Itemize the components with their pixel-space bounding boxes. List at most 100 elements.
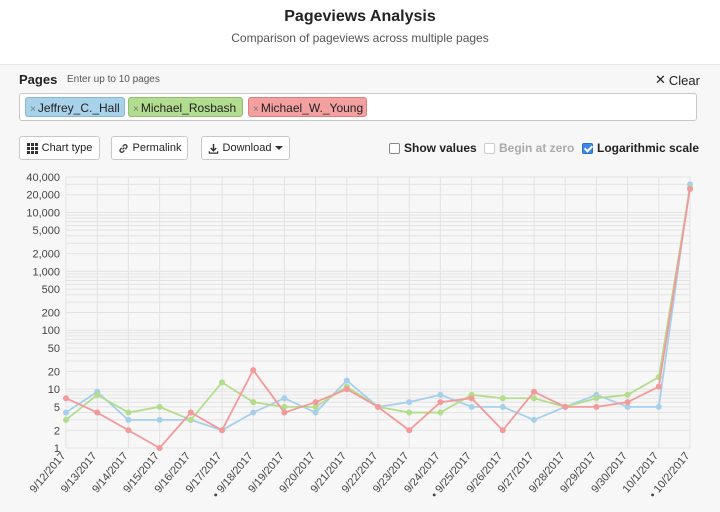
chart-type-label: Chart type [41, 142, 93, 154]
data-point [406, 427, 413, 434]
data-point [312, 399, 319, 406]
data-point [156, 445, 163, 451]
data-point [343, 386, 350, 393]
page-chip-young[interactable]: × Michael_W._Young [248, 97, 367, 117]
log-scale-toggle[interactable]: Logarithmic scale [582, 141, 699, 155]
show-values-label: Show values [404, 141, 477, 155]
data-point [219, 379, 225, 386]
page-chip-jeffrey[interactable]: × Jeffrey_C._Hall [25, 97, 125, 117]
clear-button[interactable]: ✕ Clear [655, 72, 700, 88]
data-point [281, 403, 288, 410]
data-point [499, 427, 506, 434]
data-point [187, 416, 194, 423]
y-tick-label: 10 [48, 384, 60, 396]
data-point [655, 403, 662, 410]
chart-type-button[interactable]: Chart type [19, 136, 100, 160]
data-point [219, 427, 225, 434]
chip-label: Jeffrey_C._Hall [37, 101, 120, 115]
data-point [125, 409, 132, 416]
data-point [624, 403, 631, 410]
y-tick-label: 2 [54, 425, 60, 437]
clear-label: Clear [668, 72, 700, 88]
link-icon [118, 143, 128, 153]
page-title: Pageviews Analysis [284, 8, 436, 25]
chip-label: Michael_W._Young [260, 101, 364, 115]
data-point [531, 416, 537, 423]
data-point [375, 403, 381, 410]
data-point [437, 391, 444, 398]
data-point [312, 403, 319, 410]
data-point [687, 186, 693, 193]
y-tick-label: 100 [42, 325, 60, 337]
y-tick-label: 500 [42, 284, 60, 296]
download-label: Download [222, 142, 272, 154]
data-point [624, 391, 631, 398]
data-point [468, 403, 475, 410]
pages-input[interactable]: × Jeffrey_C._Hall × Michael_Rosbash × Micha… [19, 93, 697, 121]
y-tick-label: 50 [48, 343, 60, 355]
y-tick-label: 5 [54, 402, 60, 414]
y-tick-label: 1,000 [32, 266, 60, 278]
data-point [531, 395, 537, 402]
remove-icon[interactable]: × [133, 104, 139, 115]
data-point [531, 388, 537, 395]
data-point [94, 391, 101, 398]
y-tick-label: 200 [42, 308, 60, 320]
y-tick-label: 10,000 [26, 207, 60, 219]
data-point [406, 409, 413, 416]
y-tick-label: 5,000 [32, 225, 60, 237]
data-point [156, 403, 163, 410]
y-tick-label: 1 [54, 443, 60, 455]
download-icon [208, 143, 218, 154]
data-point [250, 409, 257, 416]
data-point [281, 409, 288, 416]
download-button[interactable]: Download [201, 136, 290, 160]
permalink-button[interactable]: Permalink [111, 136, 188, 160]
data-point [187, 409, 194, 416]
data-point [406, 399, 413, 406]
grid-icon [26, 142, 38, 154]
data-point [63, 395, 69, 402]
checkbox[interactable] [389, 142, 400, 154]
data-point [125, 427, 132, 434]
data-point [437, 399, 444, 406]
data-point [156, 416, 163, 423]
page-subtitle: Comparison of pageviews across multiple … [231, 31, 489, 45]
remove-icon[interactable]: × [253, 104, 259, 115]
y-tick-label: 2,000 [32, 249, 60, 261]
close-icon: ✕ [655, 72, 666, 87]
pages-label: Pages [19, 72, 58, 87]
data-point [281, 395, 288, 402]
data-point [624, 399, 631, 406]
remove-icon[interactable]: × [30, 104, 36, 115]
data-point [499, 403, 506, 410]
y-tick-label: 20,000 [26, 190, 60, 202]
pageviews-chart: 40,000 20,000 10,000 5,000 2,000 1,000 500 200 1… [26, 172, 693, 501]
data-point [343, 377, 350, 384]
checkbox[interactable] [484, 142, 495, 154]
data-point [63, 409, 69, 416]
pages-hint: Enter up to 10 pages [67, 74, 160, 85]
data-point [655, 383, 662, 390]
data-point [593, 403, 600, 410]
data-point [94, 409, 101, 416]
caret-down-icon [275, 146, 284, 150]
log-scale-label: Logarithmic scale [597, 141, 700, 155]
data-point [562, 403, 569, 410]
data-point [593, 395, 600, 402]
show-values-toggle[interactable]: Show values [389, 141, 477, 155]
data-point [437, 409, 444, 416]
data-point [125, 416, 132, 423]
data-point [250, 367, 257, 374]
y-tick-label: 20 [48, 366, 60, 378]
data-point [63, 416, 69, 423]
data-point [250, 399, 257, 406]
data-point [499, 395, 506, 402]
begin-at-zero-toggle[interactable]: Begin at zero [484, 141, 574, 155]
begin-at-zero-label: Begin at zero [499, 141, 575, 155]
checkbox-checked[interactable] [582, 142, 593, 154]
y-tick-label: 40,000 [26, 172, 60, 184]
page-chip-rosbash[interactable]: × Michael_Rosbash [128, 97, 243, 117]
data-point [312, 409, 319, 416]
data-point [468, 395, 475, 402]
